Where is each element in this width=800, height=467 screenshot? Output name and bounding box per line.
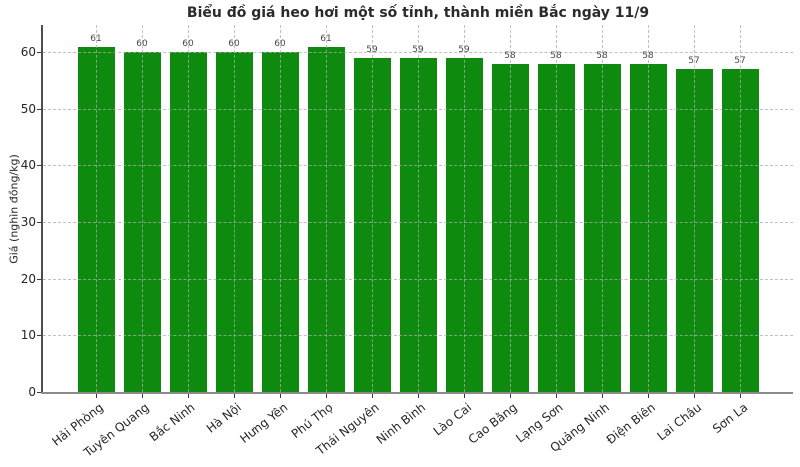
x-tick-mark (234, 394, 235, 398)
v-gridline (372, 25, 373, 392)
x-tick-mark (648, 394, 649, 398)
x-tick-mark (188, 394, 189, 398)
bar-value-label: 59 (458, 44, 470, 55)
bar-value-label: 58 (504, 50, 516, 61)
x-tick-label: Bắc Ninh (147, 400, 199, 445)
x-tick-mark (740, 394, 741, 398)
v-gridline (740, 25, 741, 392)
bar-value-label: 58 (596, 50, 608, 61)
bar-value-label: 57 (688, 56, 700, 67)
y-tick-label: 60 (20, 45, 36, 60)
x-tick-mark (142, 394, 143, 398)
bar-value-label: 61 (90, 33, 102, 44)
x-tick-label: Cao Bằng (465, 400, 521, 447)
v-gridline (326, 25, 327, 392)
y-tick-label: 30 (20, 215, 36, 230)
bar-value-label: 59 (366, 44, 378, 55)
x-tick-mark (326, 394, 327, 398)
y-tick-mark (37, 335, 41, 337)
x-tick-label: Điện Biên (603, 400, 659, 447)
y-tick-mark (37, 392, 41, 393)
x-tick-mark (556, 394, 557, 398)
v-gridline (694, 25, 695, 392)
y-tick-mark (37, 222, 41, 224)
x-tick-mark (510, 394, 511, 398)
y-tick-label: 50 (20, 101, 36, 116)
x-tick-mark (602, 394, 603, 398)
x-tick-label: Ninh Bình (373, 400, 429, 448)
y-tick-label: 0 (28, 385, 36, 399)
y-tick-mark (37, 108, 41, 110)
v-gridline (280, 25, 281, 392)
x-tick-mark (694, 394, 695, 398)
bar-value-label: 58 (550, 50, 562, 61)
chart-title: Biểu đồ giá heo hơi một số tỉnh, thành m… (186, 5, 650, 21)
bar-value-label: 60 (274, 39, 286, 50)
x-tick-mark (418, 394, 419, 398)
y-tick-mark (37, 278, 41, 280)
v-gridline (234, 25, 235, 392)
x-tick-mark (280, 394, 281, 398)
v-gridline (510, 25, 511, 392)
x-tick-label: Hà Nội (203, 400, 245, 436)
v-gridline (648, 25, 649, 392)
v-gridline (142, 25, 143, 392)
y-axis-spine (41, 25, 43, 394)
y-tick-label: 40 (20, 158, 36, 173)
x-tick-mark (464, 394, 465, 398)
v-gridline (556, 25, 557, 392)
x-axis-line (41, 392, 793, 394)
v-gridline (464, 25, 465, 392)
bar-value-label: 58 (642, 50, 654, 61)
v-gridline (418, 25, 419, 392)
x-tick-label: Hưng Yên (236, 400, 291, 446)
bar-value-label: 60 (182, 39, 194, 50)
v-gridline (602, 25, 603, 392)
x-tick-label: Sơn La (709, 400, 751, 437)
v-gridline (188, 25, 189, 392)
bar-value-label: 59 (412, 44, 424, 55)
y-tick-mark (37, 52, 41, 54)
bar-value-label: 60 (136, 39, 148, 50)
y-tick-label: 10 (20, 328, 36, 343)
x-tick-label: Lai Châu (654, 400, 705, 444)
x-tick-mark (372, 394, 373, 398)
bar-value-label: 60 (228, 39, 240, 50)
x-tick-mark (96, 394, 97, 398)
bar-value-label: 57 (734, 56, 746, 67)
y-tick-mark (37, 165, 41, 167)
v-gridline (96, 25, 97, 392)
y-tick-label: 20 (20, 271, 36, 286)
bar-value-label: 61 (320, 33, 332, 44)
